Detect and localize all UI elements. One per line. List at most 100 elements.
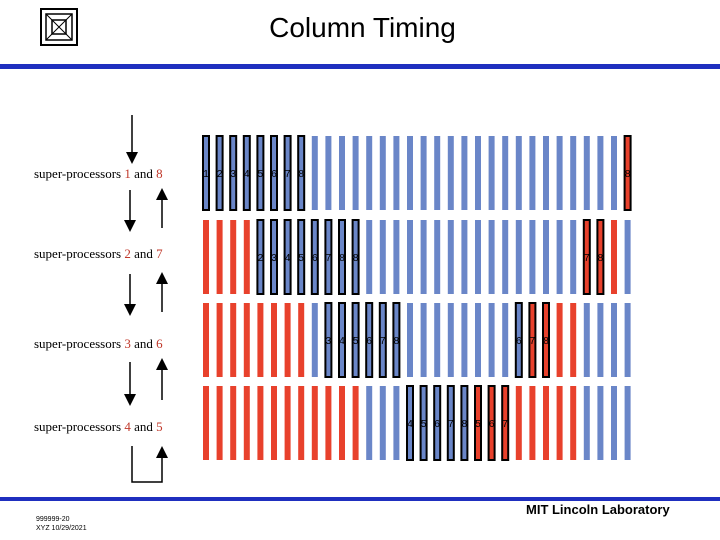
flow-arrows xyxy=(124,115,168,483)
column-bar-r1-c22 xyxy=(488,136,495,210)
column-bar-r3-c18 xyxy=(434,303,441,377)
column-bar-r1-c24 xyxy=(515,136,522,210)
column-bar-r1-c9 xyxy=(311,136,318,210)
org-name: MIT Lincoln Laboratory xyxy=(526,502,670,517)
column-bar-r4-c27 xyxy=(556,386,563,460)
column-bar-r4-c28 xyxy=(570,386,577,460)
column-label-r2-c7: 4 xyxy=(285,253,291,264)
column-bar-r1-c29 xyxy=(583,136,590,210)
column-bar-r2-c24 xyxy=(515,220,522,294)
column-bar-r1-c31 xyxy=(611,136,617,210)
column-bar-r2-c25 xyxy=(529,220,536,294)
row-label-2: super-processors 2 and 7 xyxy=(34,246,163,261)
column-bar-r4-c20 xyxy=(460,385,469,461)
column-label-r4-c20: 8 xyxy=(462,419,468,430)
author-date: XYZ 10/29/2021 xyxy=(36,525,87,532)
column-bar-r2-c11 xyxy=(338,219,346,295)
column-bar-r2-c15 xyxy=(393,220,400,294)
column-bar-r2-c30 xyxy=(596,219,605,295)
column-bar-r3-c28 xyxy=(570,303,577,377)
column-bar-r3-c11 xyxy=(338,302,346,378)
column-label-r1-c4: 4 xyxy=(244,169,250,180)
column-bar-r4-c9 xyxy=(311,386,318,460)
column-bar-r1-c3 xyxy=(229,135,238,211)
column-bar-r4-c31 xyxy=(611,386,617,460)
column-bar-r1-c21 xyxy=(475,136,481,210)
column-bar-r4-c3 xyxy=(230,386,237,460)
column-label-r2-c30: 8 xyxy=(598,253,604,264)
column-label-r4-c22: 6 xyxy=(489,419,495,430)
column-bar-r3-c4 xyxy=(243,303,250,377)
column-bar-r3-c25 xyxy=(528,302,537,378)
column-label-r2-c8: 5 xyxy=(298,253,304,264)
column-bar-r3-c32 xyxy=(624,303,631,377)
column-label-r3-c11: 4 xyxy=(339,336,345,347)
column-bar-r3-c13 xyxy=(365,302,374,378)
column-bar-r3-c8 xyxy=(298,303,305,377)
column-bar-r3-c22 xyxy=(488,303,495,377)
column-label-r2-c29: 7 xyxy=(584,253,590,264)
column-bar-r4-c18 xyxy=(433,385,442,461)
column-bar-r2-c27 xyxy=(556,220,563,294)
column-bar-r2-c10 xyxy=(324,219,333,295)
column-label-r1-c5: 5 xyxy=(258,169,264,180)
column-label-r1-c7: 7 xyxy=(285,169,291,180)
column-bar-r1-c1 xyxy=(202,135,210,211)
column-label-r4-c19: 7 xyxy=(448,419,454,430)
column-bar-r3-c12 xyxy=(351,302,360,378)
column-bar-r4-c32 xyxy=(624,386,631,460)
column-bar-r3-c15 xyxy=(392,302,401,378)
arrow-turnaround xyxy=(131,446,168,483)
column-bar-r1-c27 xyxy=(556,136,563,210)
column-bar-r3-c2 xyxy=(216,303,223,377)
column-label-r4-c18: 6 xyxy=(434,419,440,430)
column-bar-r3-c27 xyxy=(556,303,563,377)
column-bar-r4-c21 xyxy=(474,385,482,461)
column-bar-r1-c17 xyxy=(420,136,427,210)
column-bar-r2-c21 xyxy=(475,220,481,294)
column-label-r2-c10: 7 xyxy=(326,253,332,264)
column-bar-r4-c23 xyxy=(501,385,510,461)
column-bar-r3-c1 xyxy=(203,303,209,377)
column-label-r4-c17: 5 xyxy=(421,419,427,430)
column-bar-r3-c21 xyxy=(475,303,481,377)
column-bar-r2-c18 xyxy=(434,220,441,294)
column-bar-r4-c12 xyxy=(352,386,359,460)
column-bar-r1-c13 xyxy=(366,136,373,210)
column-label-r4-c23: 7 xyxy=(502,419,508,430)
column-bar-r2-c3 xyxy=(230,220,237,294)
column-bar-r3-c29 xyxy=(583,303,590,377)
column-label-r3-c13: 6 xyxy=(366,336,372,347)
column-bar-r3-c7 xyxy=(284,303,291,377)
column-bar-r3-c24 xyxy=(514,302,523,378)
column-label-r4-c21: 5 xyxy=(475,419,481,430)
column-bar-r1-c10 xyxy=(325,136,332,210)
column-bar-r2-c23 xyxy=(502,220,509,294)
column-bar-r1-c15 xyxy=(393,136,400,210)
column-bar-r4-c26 xyxy=(543,386,549,460)
column-bar-r4-c11 xyxy=(339,386,345,460)
column-bar-r2-c26 xyxy=(543,220,549,294)
column-bar-r1-c32 xyxy=(623,135,632,211)
column-bar-r1-c4 xyxy=(242,135,251,211)
column-bar-r1-c8 xyxy=(297,135,306,211)
column-label-r2-c6: 3 xyxy=(271,253,277,264)
column-bar-r4-c19 xyxy=(446,385,455,461)
column-bar-r2-c19 xyxy=(447,220,454,294)
column-label-r3-c26: 8 xyxy=(543,336,549,347)
column-bar-r4-c13 xyxy=(366,386,373,460)
column-bar-r2-c29 xyxy=(582,219,591,295)
header-rule xyxy=(0,64,720,69)
column-bar-r4-c1 xyxy=(203,386,209,460)
column-bar-r1-c14 xyxy=(379,136,386,210)
column-bar-r1-c12 xyxy=(352,136,359,210)
column-bar-r2-c22 xyxy=(488,220,495,294)
column-bar-r2-c17 xyxy=(420,220,427,294)
column-bar-r4-c4 xyxy=(243,386,250,460)
column-label-r3-c24: 6 xyxy=(516,336,522,347)
column-bar-r2-c14 xyxy=(379,220,386,294)
column-bar-r4-c24 xyxy=(515,386,522,460)
column-label-r1-c3: 3 xyxy=(230,169,236,180)
column-label-r1-c6: 6 xyxy=(271,169,277,180)
column-bar-r4-c10 xyxy=(325,386,332,460)
